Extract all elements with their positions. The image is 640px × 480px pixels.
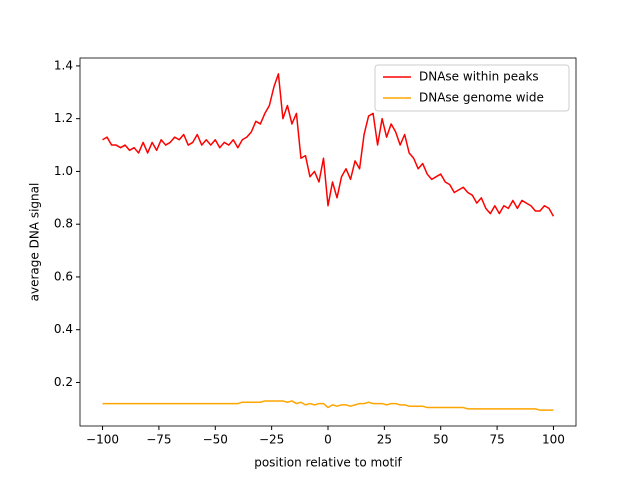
y-axis-label: average DNA signal xyxy=(28,183,42,302)
legend-label: DNAse genome wide xyxy=(419,91,544,105)
x-tick-label: 75 xyxy=(489,433,504,447)
y-tick-label: 0.2 xyxy=(54,375,73,389)
x-tick-label: 100 xyxy=(542,433,565,447)
y-tick-label: 0.6 xyxy=(54,269,73,283)
x-axis-label: position relative to motif xyxy=(254,456,402,470)
x-tick-label: 0 xyxy=(324,433,332,447)
y-tick-label: 0.4 xyxy=(54,322,73,336)
x-tick-label: 50 xyxy=(433,433,448,447)
x-tick-label: −25 xyxy=(259,433,284,447)
x-tick-label: −75 xyxy=(146,433,171,447)
data-line xyxy=(102,400,554,411)
y-tick-label: 1.0 xyxy=(54,164,73,178)
legend-label: DNAse within peaks xyxy=(419,70,539,84)
data-line xyxy=(102,73,555,217)
x-tick-label: 25 xyxy=(377,433,392,447)
y-tick-label: 0.8 xyxy=(54,217,73,231)
plot-frame xyxy=(79,57,577,427)
y-tick-label: 1.4 xyxy=(54,58,73,72)
y-tick-label: 1.2 xyxy=(54,111,73,125)
x-tick-label: −50 xyxy=(203,433,228,447)
x-tick-label: −100 xyxy=(86,433,119,447)
legend-box xyxy=(374,64,570,112)
